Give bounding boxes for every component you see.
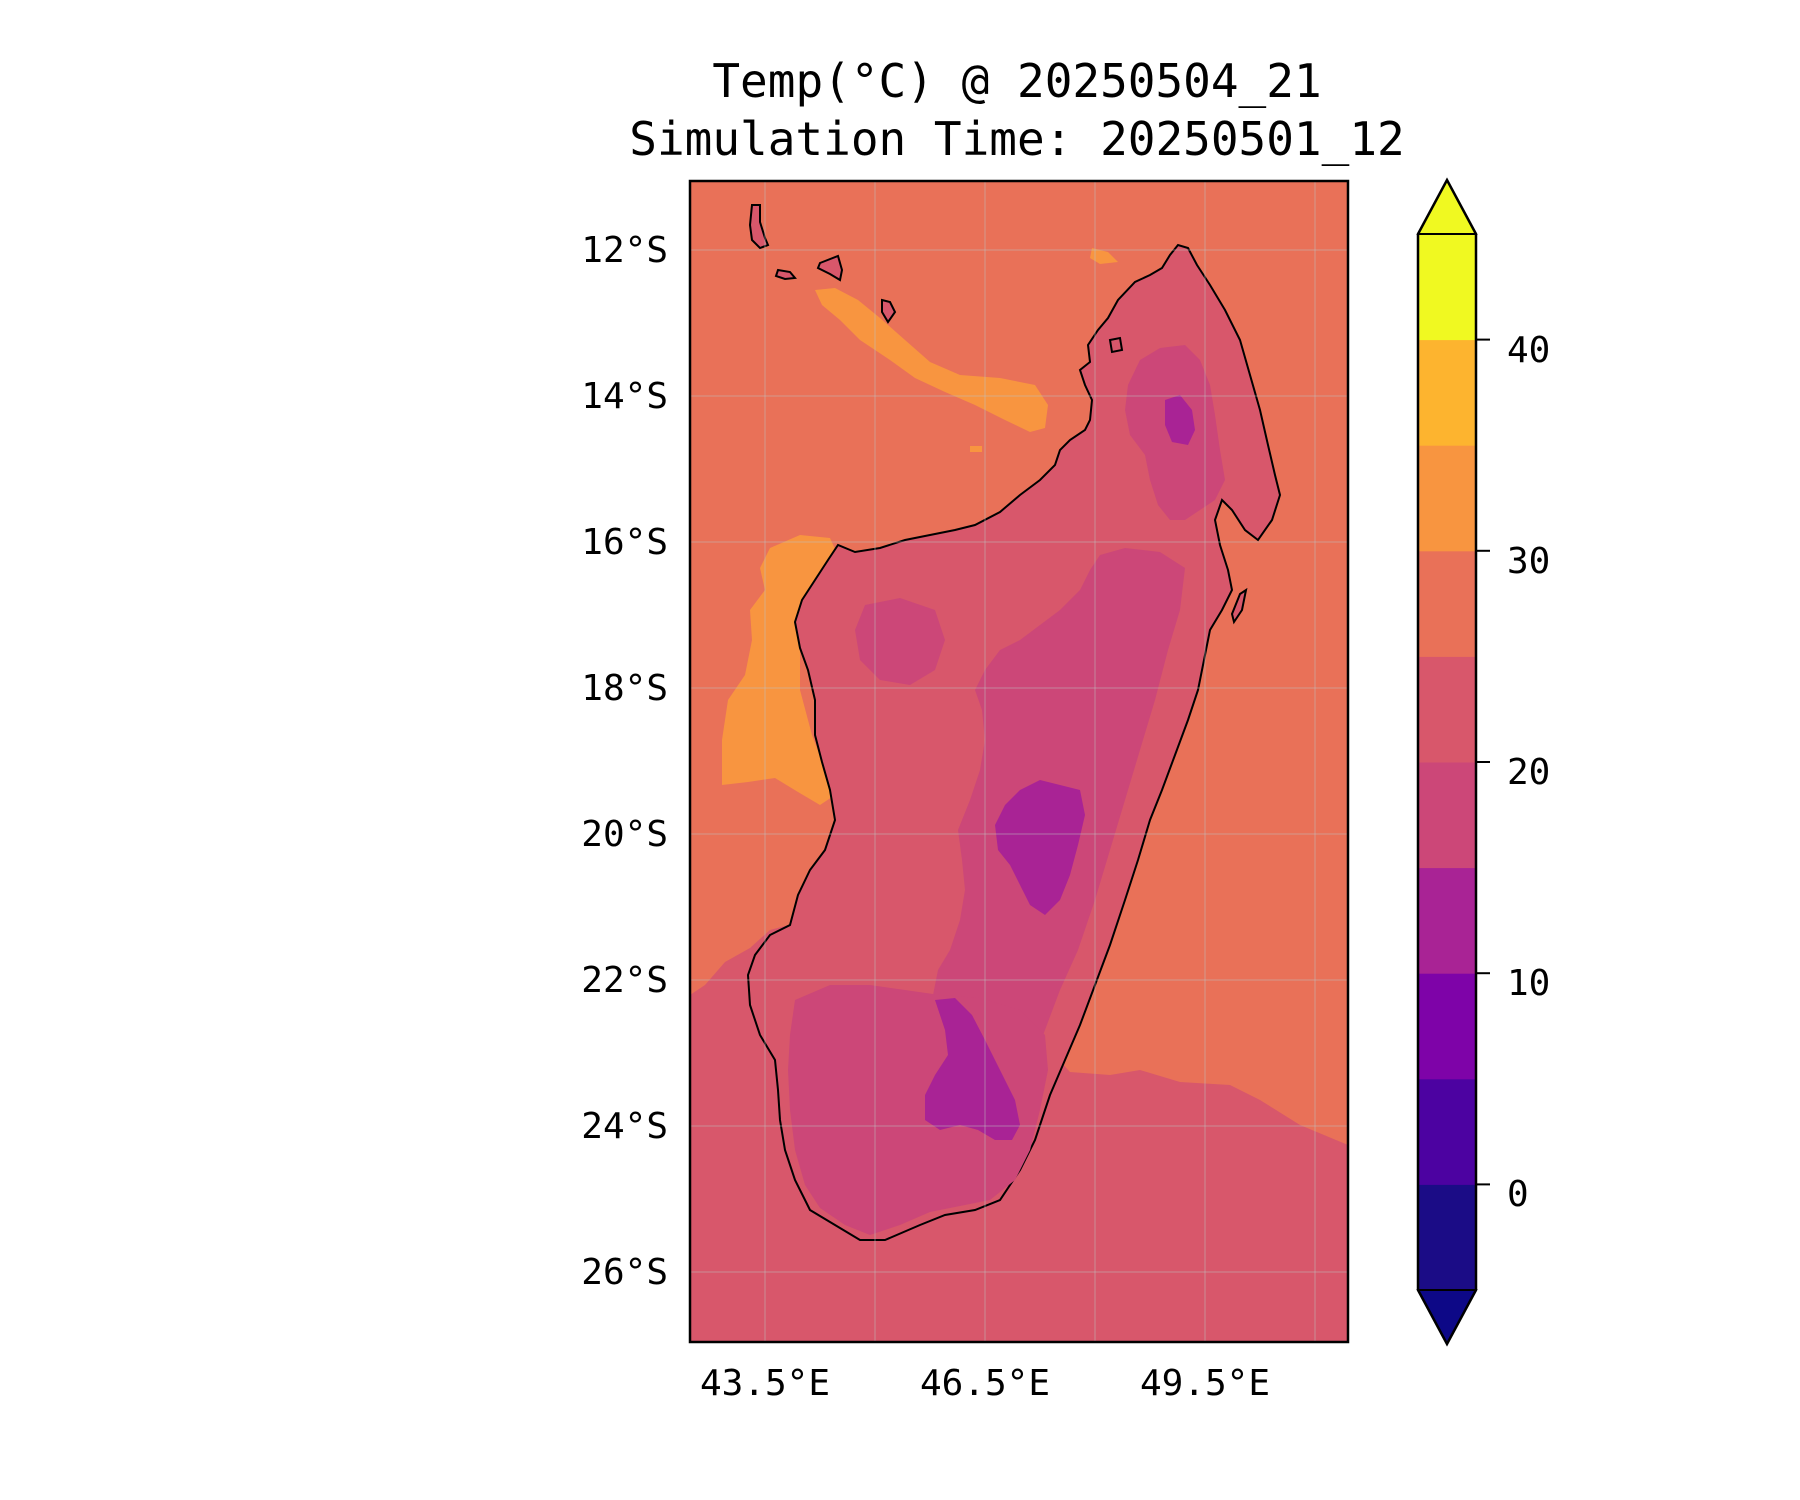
map-gridlines (690, 181, 1348, 1342)
island-grande-comore (748, 204, 770, 250)
colorbar-ticks: 0 10 20 30 40 (1507, 330, 1550, 1215)
colorbar-tick-label: 0 (1507, 1174, 1529, 1215)
island-moheli (774, 268, 797, 281)
colorbar-tick-label: 20 (1507, 752, 1550, 793)
colorbar-tick-label: 40 (1507, 330, 1550, 371)
colorbar-tick-label: 10 (1507, 963, 1550, 1004)
island-nosy-be (1108, 336, 1124, 354)
colorbar-segment (1418, 550, 1476, 657)
colorbar-extend-min (1416, 1289, 1478, 1347)
warm-pocket-dot (970, 446, 982, 452)
x-tick-label: 49.5°E (1140, 1363, 1270, 1404)
island-anjouan (816, 254, 844, 282)
cold-core-north (1165, 395, 1195, 445)
y-tick-label: 24°S (581, 1106, 668, 1147)
y-tick-label: 16°S (581, 522, 668, 563)
map-frame (688, 179, 1350, 1344)
island-mayotte (881, 298, 897, 324)
colorbar-segment (1418, 762, 1476, 869)
y-tick-label: 12°S (581, 230, 668, 271)
x-tick-label: 43.5°E (700, 1363, 830, 1404)
cold-core-central (995, 780, 1085, 915)
y-tick-label: 26°S (581, 1252, 668, 1293)
map-title-line1: Temp(°C) @ 20250504_21 (712, 54, 1321, 108)
map-title-line2: Simulation Time: 20250501_12 (629, 112, 1404, 166)
colorbar-segment (1418, 234, 1476, 341)
y-tick-label: 20°S (581, 814, 668, 855)
x-axis-ticks: 43.5°E 46.5°E 49.5°E (700, 1363, 1270, 1404)
colorbar-segment (1418, 656, 1476, 763)
y-tick-label: 18°S (581, 668, 668, 709)
warm-pocket-north (815, 288, 1048, 432)
colorbar-extend-max (1416, 177, 1478, 235)
colorbar-segment (1418, 339, 1476, 446)
island-sainte-marie (1230, 587, 1248, 625)
colorbar-tick-label: 30 (1507, 541, 1550, 582)
colorbar-frame (1416, 177, 1478, 1347)
colorbar (1416, 177, 1490, 1347)
y-tick-label: 14°S (581, 376, 668, 417)
x-tick-label: 46.5°E (920, 1363, 1050, 1404)
colorbar-segment (1418, 973, 1476, 1080)
colorbar-segment (1418, 867, 1476, 974)
highlands-west-patch (855, 598, 945, 685)
map-panel (690, 181, 1348, 1342)
cold-core-south (925, 998, 1020, 1140)
y-tick-label: 22°S (581, 960, 668, 1001)
colorbar-segment (1418, 445, 1476, 552)
y-axis-ticks: 12°S 14°S 16°S 18°S 20°S 22°S 24°S 26°S (581, 230, 668, 1293)
colorbar-segment (1418, 1184, 1476, 1291)
warm-pocket-small (1090, 248, 1118, 264)
colorbar-segment (1418, 1078, 1476, 1185)
